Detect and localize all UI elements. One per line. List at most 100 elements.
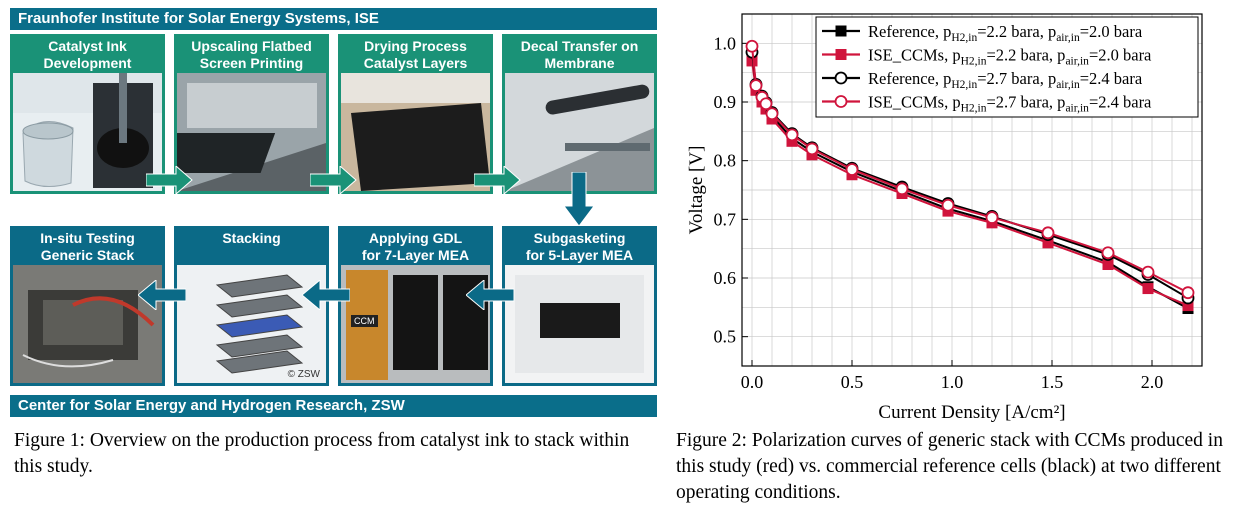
figure-1-caption: Figure 1: Overview on the production pro…	[14, 430, 630, 477]
legend-subscript: air,in	[1056, 32, 1080, 44]
legend-subscript: air,in	[1056, 79, 1080, 91]
legend-entry: ISE_CCMs, pH2,in=2.2 bara, pair,in=2.0 b…	[868, 46, 1152, 68]
legend-subscript: H2,in	[961, 56, 987, 68]
zsw-banner: Center for Solar Energy and Hydrogen Res…	[10, 395, 657, 417]
panel-stacking: Stacking © ZSW	[174, 226, 329, 386]
data-point	[1142, 283, 1154, 295]
insitu-testing-photo	[13, 265, 162, 383]
x-tick-label: 0.5	[841, 372, 864, 392]
y-tick-label: 0.8	[714, 151, 737, 171]
panel-title: Subgasketing for 5-Layer MEA	[525, 230, 634, 263]
legend-text: =2.4 bara	[1089, 93, 1152, 112]
data-point	[785, 128, 799, 142]
data-point	[985, 211, 999, 224]
panel-subgasketing: Subgasketing for 5-Layer MEA	[502, 226, 657, 386]
panel-drying-process: Drying Process Catalyst Layers	[338, 34, 493, 194]
data-point	[1041, 226, 1055, 240]
figure-2-caption: Figure 2: Polarization curves of generic…	[676, 430, 1223, 503]
ccm-label: CCM	[351, 315, 378, 327]
panel-catalyst-ink: Catalyst Ink Development	[10, 34, 165, 194]
y-tick-label: 0.5	[714, 327, 737, 347]
chart-series	[745, 39, 1195, 315]
panel-title: Upscaling Flatbed Screen Printing	[191, 38, 312, 71]
decal-transfer-photo	[505, 73, 654, 191]
data-point	[1042, 237, 1054, 249]
panel-title: Decal Transfer on Membrane	[520, 38, 639, 71]
legend-text: =2.0 bara	[1089, 46, 1152, 65]
legend-marker	[835, 49, 847, 60]
series-4	[745, 39, 1195, 300]
legend-marker	[834, 71, 848, 85]
data-point	[786, 135, 798, 147]
arrow-left-icon	[138, 280, 186, 310]
zsw-copyright-label: © ZSW	[287, 369, 320, 380]
legend-text: =2.0 bara	[1080, 22, 1143, 41]
panel-title: Drying Process Catalyst Layers	[363, 38, 468, 71]
legend-subscript: H2,in	[951, 79, 977, 91]
legend-text: Reference, p	[868, 22, 951, 41]
figure-1-process-overview: Fraunhofer Institute for Solar Energy Sy…	[10, 8, 657, 418]
polarization-curve-chart: 0.0 0.5 1.0 1.5 2.0 0.5 0.6 0.7 0.8 0.9 1.0 Refere…	[686, 13, 1203, 423]
arrow-right-icon	[310, 166, 357, 194]
legend-entry: Reference, pH2,in=2.7 bara, pair,in=2.4 …	[868, 69, 1143, 91]
data-point	[759, 97, 773, 111]
panel-decal-transfer: Decal Transfer on Membrane	[502, 34, 657, 194]
legend-marker	[834, 95, 848, 108]
plot-frame	[741, 13, 1203, 367]
ise-banner: Fraunhofer Institute for Solar Energy Sy…	[10, 8, 657, 30]
panel-screen-printing: Upscaling Flatbed Screen Printing	[174, 34, 329, 194]
x-tick-label: 1.0	[941, 372, 964, 392]
panel-applying-gdl: Applying GDL for 7-Layer MEA CCM	[338, 226, 493, 386]
legend-text: =2.7 bara, p	[986, 93, 1065, 112]
data-point	[765, 107, 779, 121]
y-tick-label: 0.9	[714, 92, 737, 112]
x-tick-label: 1.5	[1041, 372, 1064, 392]
panel-insitu-testing: In-situ Testing Generic Stack	[10, 226, 165, 386]
panel-title: In-situ Testing Generic Stack	[40, 230, 135, 263]
x-tick-label: 2.0	[1141, 372, 1164, 392]
drying-process-photo	[341, 73, 490, 191]
data-point	[1101, 246, 1115, 260]
legend-subscript: H2,in	[951, 32, 977, 44]
data-point	[746, 55, 758, 67]
data-point	[1181, 286, 1195, 300]
y-tick-label: 1.0	[714, 33, 737, 53]
data-point	[805, 142, 819, 156]
legend-text: =2.7 bara, p	[977, 69, 1056, 88]
legend-subscript: air,in	[1065, 56, 1089, 68]
arrow-right-icon	[146, 166, 193, 194]
data-point	[1102, 259, 1114, 271]
panel-title: Catalyst Ink Development	[43, 38, 132, 71]
legend-text: ISE_CCMs, p	[868, 93, 961, 112]
applying-gdl-photo: CCM	[341, 265, 490, 383]
data-point	[745, 39, 759, 53]
x-tick-label: 0.0	[741, 372, 764, 392]
legend-text: =2.4 bara	[1080, 69, 1143, 88]
data-point	[749, 79, 763, 92]
legend-text: Reference, p	[868, 69, 951, 88]
catalyst-ink-photo	[13, 73, 162, 191]
chart-axes: 0.0 0.5 1.0 1.5 2.0 0.5 0.6 0.7 0.8 0.9 1.0	[714, 33, 1164, 392]
arrow-left-icon	[302, 280, 350, 310]
arrow-left-icon	[466, 280, 514, 310]
legend-box	[815, 16, 1199, 118]
data-point	[845, 163, 859, 176]
x-axis-label: Current Density [A/cm²]	[878, 402, 1065, 423]
y-tick-label: 0.6	[714, 268, 737, 288]
legend-subscript: H2,in	[961, 103, 987, 115]
arrow-down-icon	[564, 172, 594, 226]
panel-title: Stacking	[222, 230, 281, 246]
subgasketing-photo	[505, 265, 654, 383]
chart-legend: Reference, pH2,in=2.2 bara, pair,in=2.0 …	[815, 16, 1199, 118]
data-point	[1141, 265, 1155, 279]
legend-text: ISE_CCMs, p	[868, 46, 961, 65]
legend-entry: Reference, pH2,in=2.2 bara, pair,in=2.0 …	[868, 22, 1143, 44]
legend-text: =2.2 bara, p	[977, 22, 1056, 41]
data-point	[1182, 300, 1194, 312]
legend-entry: ISE_CCMs, pH2,in=2.7 bara, pair,in=2.4 b…	[868, 93, 1152, 115]
stacking-photo: © ZSW	[177, 265, 326, 383]
panel-title: Applying GDL for 7-Layer MEA	[361, 230, 470, 263]
arrow-right-icon	[474, 166, 521, 194]
legend-subscript: air,in	[1065, 103, 1089, 115]
y-axis-label: Voltage [V]	[686, 146, 707, 235]
